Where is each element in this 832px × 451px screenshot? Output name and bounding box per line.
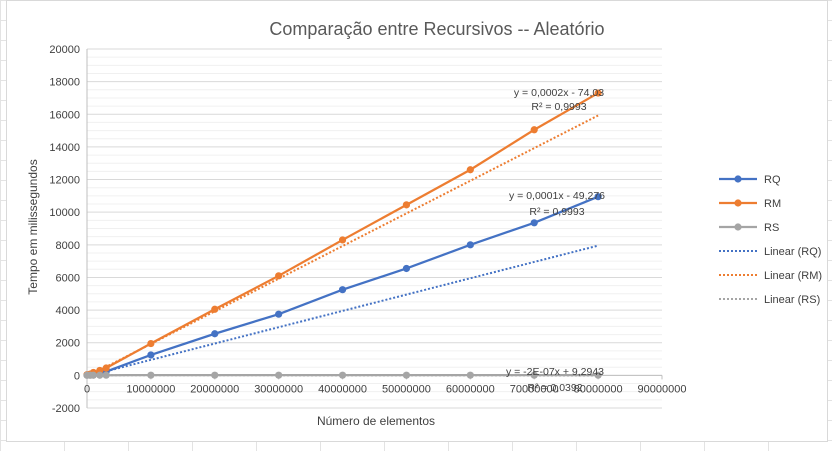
x-tick-label: 10000000 [126, 383, 175, 395]
y-tick-label: 0 [74, 370, 80, 382]
legend-entry: Linear (RS) [719, 294, 820, 306]
y-tick-label: 20000 [49, 44, 80, 56]
x-axis-title: Número de elementos [317, 414, 435, 428]
trendline-equation: y = -2E-07x + 9,2943 [506, 366, 604, 378]
x-tick-label: 40000000 [318, 383, 367, 395]
point-rm [275, 272, 283, 280]
point-rs [96, 371, 104, 379]
legend-entry: RS [719, 222, 779, 234]
chart-title: Comparação entre Recursivos -- Aleatório [269, 19, 604, 39]
point-rm [102, 364, 110, 372]
point-rs [530, 371, 538, 379]
point-rq [275, 310, 283, 318]
legend-label: RQ [764, 174, 781, 186]
y-tick-label: 10000 [49, 207, 80, 219]
y-tick-label: 18000 [49, 77, 80, 89]
point-rm [530, 126, 538, 134]
point-rs [338, 371, 347, 379]
point-rq [211, 330, 219, 338]
legend-entry: RQ [719, 174, 781, 186]
legend-entry: Linear (RQ) [719, 246, 821, 258]
legend-marker [734, 175, 742, 183]
legend-label: Linear (RQ) [764, 246, 821, 258]
y-tick-label: 14000 [49, 142, 80, 154]
series-line-rm [86, 92, 599, 376]
trendline-linearrq [86, 244, 599, 378]
point-rm [466, 166, 474, 174]
y-tick-label: 6000 [56, 272, 80, 284]
x-tick-label: 20000000 [190, 383, 239, 395]
point-rm [402, 201, 411, 209]
point-rm [211, 305, 219, 313]
trendline-equations: y = 0,0001x - 49,276 R² = 0,9993 y = 0,000… [506, 87, 605, 394]
trendline-equation: y = 0,0001x - 49,276 [509, 190, 605, 202]
point-rq [530, 219, 538, 227]
point-rm [147, 339, 155, 348]
point-rq [147, 351, 155, 359]
legend-entry: RM [719, 198, 781, 210]
axes: -2000 0 2000 4000 6000 8000 10000 12000 14000 160… [49, 44, 686, 415]
legend[interactable]: RQ RM RS Linear (RQ) Linear (RM) Linear (RS) [719, 174, 822, 306]
trendline-equation: y = 0,0002x - 74,03 [514, 87, 604, 99]
y-tick-label: 12000 [49, 175, 80, 187]
point-rs [211, 371, 219, 379]
trendline-r-squared: R² = 0,9993 [529, 206, 584, 218]
legend-marker [734, 223, 742, 231]
y-axis-title: Tempo em milissegundos [26, 159, 40, 294]
y-tick-label: 4000 [56, 305, 80, 317]
point-rq [338, 286, 347, 294]
legend-label: Linear (RM) [764, 270, 822, 282]
x-tick-label: 80000000 [574, 383, 623, 395]
legend-label: RM [764, 198, 781, 210]
y-tick-label: 16000 [49, 109, 80, 121]
gridlines [87, 48, 662, 409]
chart-area[interactable]: Comparação entre Recursivos -- Aleatório… [6, 0, 828, 442]
y-tick-label: 2000 [56, 338, 80, 350]
y-tick-label: 8000 [56, 240, 80, 252]
point-rs [275, 371, 283, 379]
chart-svg: Comparação entre Recursivos -- Aleatório… [26, 19, 822, 428]
trendline-r-squared: R² = 0,9993 [531, 101, 586, 113]
x-tick-label: 90000000 [638, 383, 687, 395]
x-tick-label: 70000000 [510, 383, 559, 395]
point-rs [402, 371, 411, 379]
point-rs [147, 371, 155, 379]
point-rq [594, 193, 602, 201]
point-rm [594, 89, 602, 97]
legend-marker [734, 199, 742, 207]
trendline-r-squared: R² = 0,0392 [527, 382, 582, 394]
legend-label: Linear (RS) [764, 294, 820, 306]
point-rs [466, 371, 474, 379]
x-tick-label: 50000000 [382, 383, 431, 395]
data-series [83, 89, 602, 379]
point-rq [402, 264, 411, 273]
y-tick-label: -2000 [52, 403, 80, 415]
point-rs [102, 371, 110, 379]
x-tick-label: 30000000 [254, 383, 303, 395]
point-rq [466, 241, 474, 249]
point-rs [89, 371, 97, 379]
point-rs [594, 371, 602, 379]
x-tick-label: 0 [84, 383, 90, 395]
point-rm [338, 236, 347, 244]
legend-entry: Linear (RM) [719, 270, 822, 282]
legend-label: RS [764, 222, 779, 234]
x-tick-label: 60000000 [446, 383, 495, 395]
